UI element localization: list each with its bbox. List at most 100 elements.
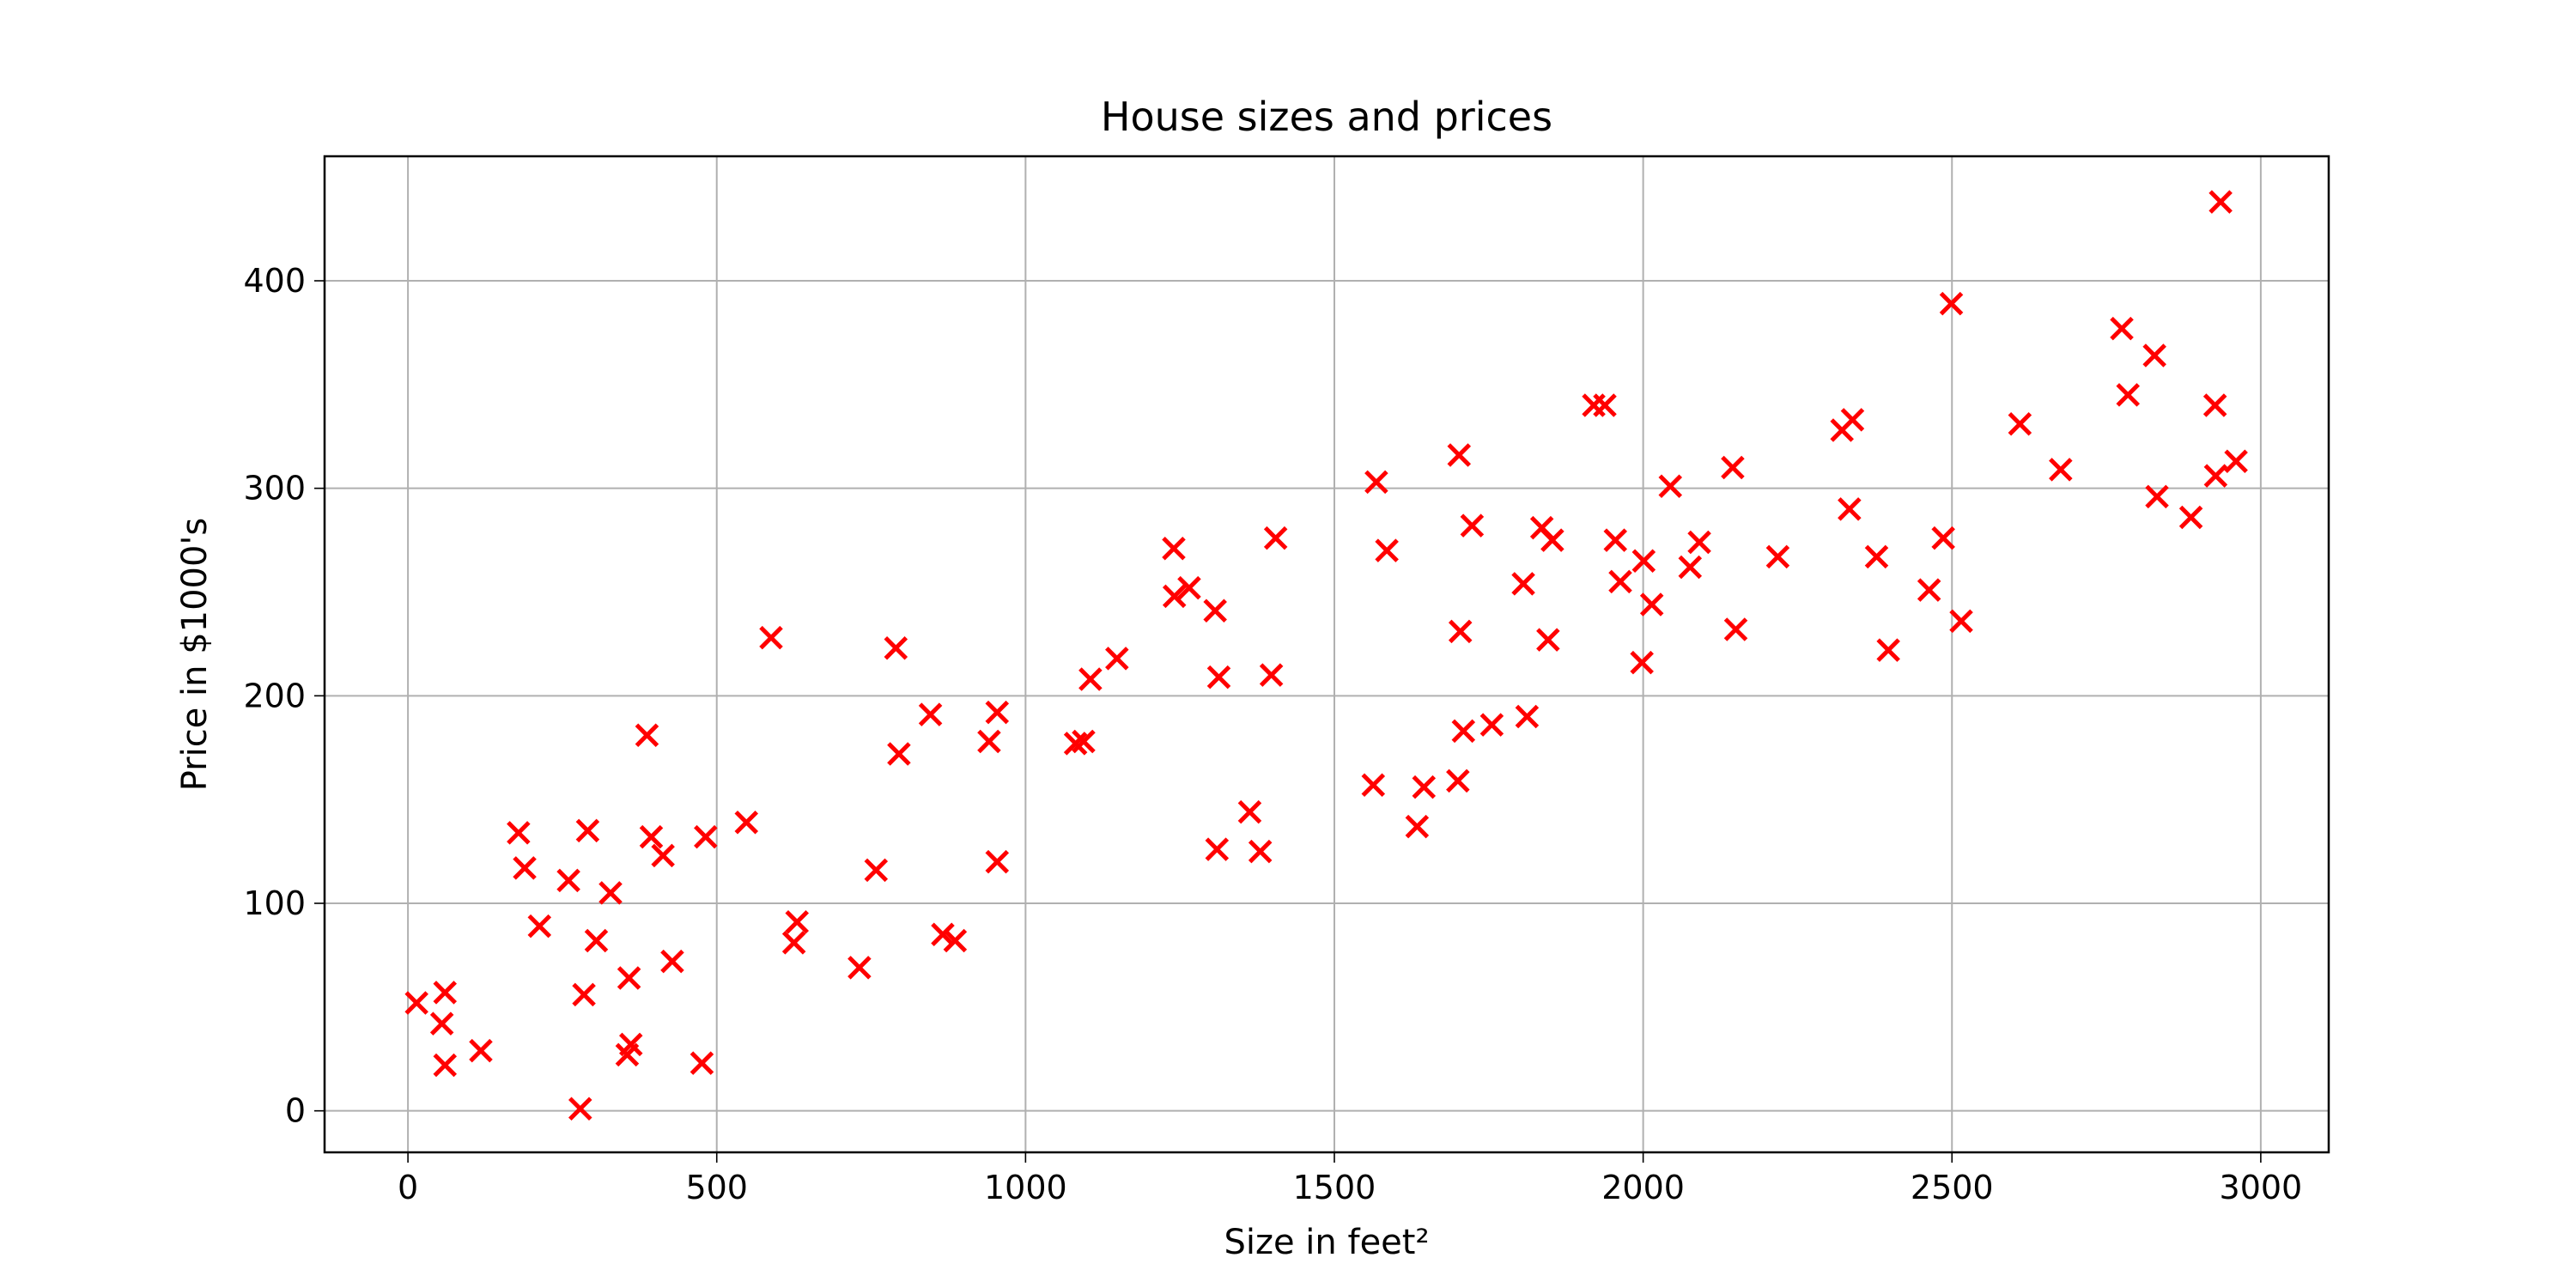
data-point xyxy=(1063,732,1088,756)
data-point xyxy=(572,982,596,1007)
data-point xyxy=(977,729,1001,754)
x-axis-label: Size in feet² xyxy=(1224,1223,1429,1262)
data-point xyxy=(2224,449,2248,474)
data-point xyxy=(2208,190,2233,214)
data-point xyxy=(1639,592,1664,617)
data-point xyxy=(513,856,537,880)
data-point xyxy=(2008,411,2032,436)
x-tick-label: 1500 xyxy=(1293,1169,1376,1206)
plot-frame xyxy=(323,155,2330,1154)
data-point xyxy=(759,625,783,650)
data-point xyxy=(734,810,759,835)
data-point xyxy=(2116,383,2141,407)
data-point xyxy=(1876,638,1900,662)
data-point xyxy=(1205,837,1230,861)
grid-lines xyxy=(325,156,2329,1152)
data-point xyxy=(1451,719,1476,744)
data-point xyxy=(1540,528,1564,552)
data-point xyxy=(1162,584,1187,609)
data-point xyxy=(785,909,810,934)
data-point xyxy=(1840,408,1865,432)
data-point xyxy=(1658,474,1683,499)
x-tick-label: 3000 xyxy=(2220,1169,2303,1206)
data-point xyxy=(884,635,908,660)
data-point xyxy=(1678,555,1703,580)
data-point xyxy=(1361,773,1386,798)
data-point xyxy=(433,981,458,1005)
y-axis-label: Price in $1000's xyxy=(175,518,215,792)
data-point xyxy=(639,824,664,849)
data-point xyxy=(1447,443,1472,467)
data-point xyxy=(943,928,968,953)
data-point xyxy=(2178,505,2203,530)
data-point xyxy=(2142,343,2166,368)
data-point xyxy=(848,956,872,980)
data-point xyxy=(1723,617,1748,641)
data-point xyxy=(1237,799,1262,824)
data-point xyxy=(635,723,659,748)
data-point xyxy=(1630,650,1654,675)
x-tick-label: 2500 xyxy=(1911,1169,1994,1206)
data-points xyxy=(404,190,2248,1121)
data-point xyxy=(2049,458,2073,482)
data-point xyxy=(1448,619,1473,644)
data-point xyxy=(1259,663,1284,687)
data-point xyxy=(1536,628,1560,652)
data-point xyxy=(1203,598,1227,623)
data-point xyxy=(690,1051,714,1075)
data-point xyxy=(1515,704,1540,729)
data-point xyxy=(1206,665,1231,690)
data-point xyxy=(1603,528,1628,552)
data-point xyxy=(1177,575,1201,600)
data-point xyxy=(781,931,806,955)
data-point xyxy=(694,824,718,849)
data-point xyxy=(429,1012,454,1036)
data-point xyxy=(2110,316,2134,341)
data-point xyxy=(1263,526,1288,550)
y-tick-label: 100 xyxy=(243,884,306,922)
data-point xyxy=(918,702,943,726)
data-point xyxy=(1446,769,1470,793)
data-point xyxy=(433,1053,458,1078)
data-point xyxy=(1412,775,1437,799)
data-point xyxy=(887,742,911,766)
chart-title: House sizes and prices xyxy=(1101,94,1552,140)
data-point xyxy=(1917,578,1941,602)
data-point xyxy=(598,881,623,905)
data-point xyxy=(2203,464,2228,488)
data-point xyxy=(1864,544,1889,569)
data-point xyxy=(1375,538,1399,562)
y-tick-label: 400 xyxy=(243,262,306,300)
data-point xyxy=(1364,470,1388,495)
data-point xyxy=(660,949,684,974)
x-tick-label: 1000 xyxy=(984,1169,1067,1206)
data-point xyxy=(1582,393,1606,417)
data-point xyxy=(2145,484,2169,509)
data-point xyxy=(1631,549,1656,574)
data-point xyxy=(1105,647,1129,671)
data-point xyxy=(1608,569,1632,594)
data-point xyxy=(1162,536,1186,561)
x-tick-label: 500 xyxy=(685,1169,748,1206)
data-point xyxy=(575,818,600,843)
data-point xyxy=(1765,544,1790,569)
data-point xyxy=(1460,513,1485,538)
data-point xyxy=(527,914,552,939)
data-point xyxy=(1248,839,1273,864)
data-point xyxy=(469,1038,493,1063)
data-point xyxy=(404,991,428,1015)
data-point xyxy=(1721,455,1745,480)
data-point xyxy=(985,700,1010,725)
x-tick-label: 2000 xyxy=(1601,1169,1685,1206)
data-point xyxy=(985,849,1010,874)
data-point xyxy=(1949,609,1973,634)
y-tick-label: 300 xyxy=(243,470,306,507)
y-axis-ticks: 0 100 200 300 400 xyxy=(243,262,325,1130)
y-tick-label: 0 xyxy=(285,1092,306,1130)
data-point xyxy=(1072,729,1096,754)
x-axis-ticks: 0 500 1000 1500 2000 2500 3000 xyxy=(398,1152,2302,1206)
data-point xyxy=(2202,393,2227,417)
data-point xyxy=(584,928,609,953)
data-point xyxy=(1405,814,1430,839)
